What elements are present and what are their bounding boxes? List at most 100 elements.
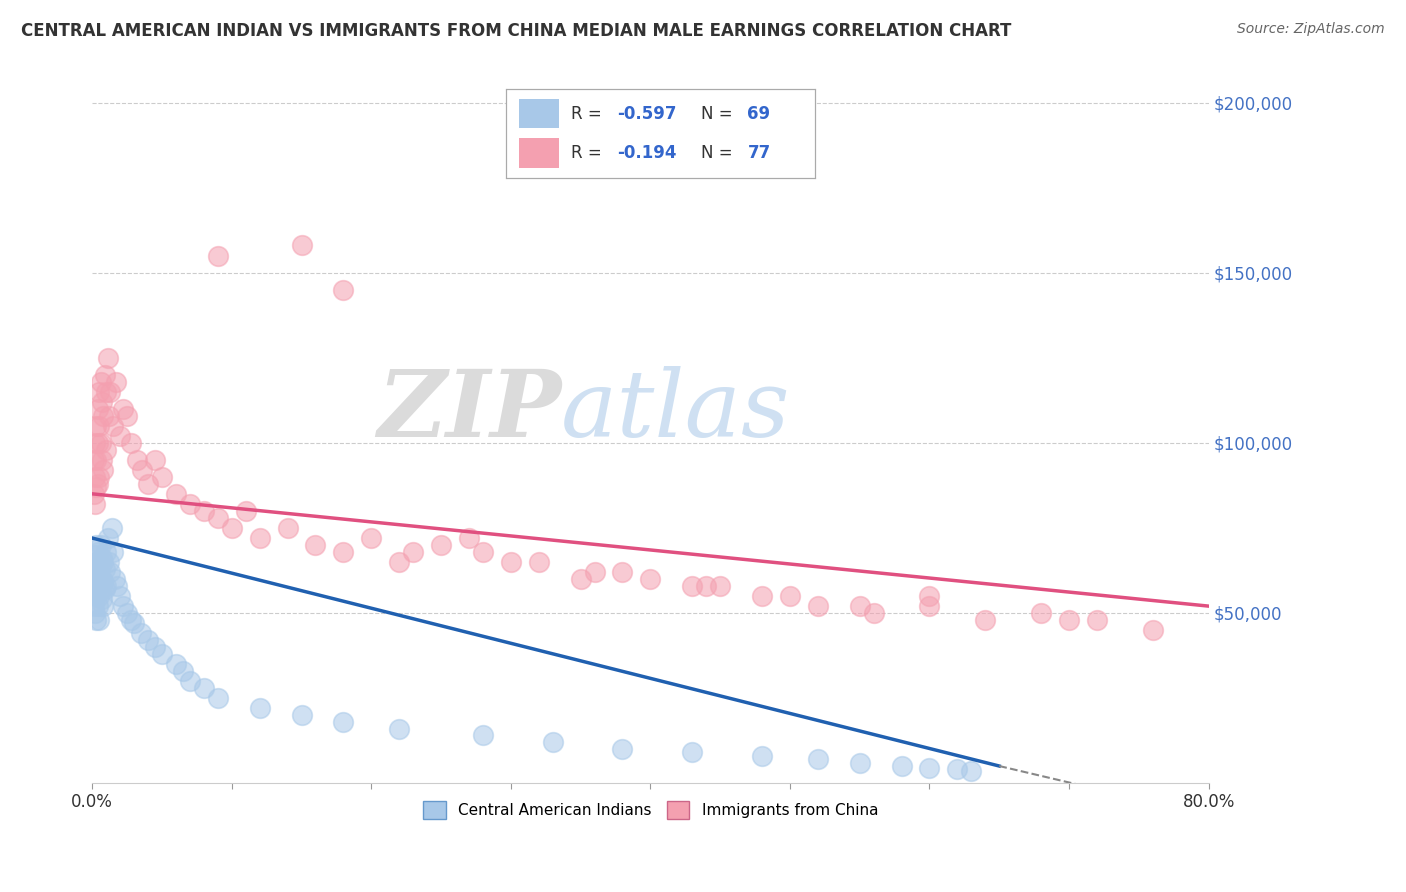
Point	[96, 531, 118, 545]
Point	[304, 538, 326, 552]
Point	[89, 555, 111, 569]
Point	[172, 664, 194, 678]
FancyBboxPatch shape	[519, 138, 558, 168]
Point	[108, 589, 131, 603]
Point	[960, 764, 983, 778]
Point	[150, 470, 173, 484]
Point	[93, 409, 115, 423]
Point	[640, 572, 662, 586]
Point	[360, 531, 382, 545]
Point	[111, 401, 134, 416]
Point	[918, 761, 941, 775]
Point	[471, 544, 494, 558]
Point	[93, 555, 115, 569]
Point	[89, 572, 111, 586]
Point	[84, 582, 107, 596]
Point	[84, 565, 107, 579]
Point	[111, 599, 134, 613]
Point	[93, 599, 115, 613]
Point	[115, 409, 138, 423]
Point	[94, 579, 117, 593]
Point	[890, 759, 912, 773]
Point	[388, 555, 411, 569]
Point	[681, 746, 703, 760]
Point	[93, 368, 115, 382]
Point	[84, 470, 107, 484]
Point	[695, 579, 717, 593]
Point	[143, 640, 166, 654]
Point	[207, 510, 229, 524]
Point	[471, 728, 494, 742]
Text: ZIP: ZIP	[377, 367, 561, 457]
Point	[89, 470, 111, 484]
Point	[83, 487, 105, 501]
Point	[84, 497, 107, 511]
Point	[87, 435, 110, 450]
Point	[94, 384, 117, 399]
Point	[430, 538, 453, 552]
Point	[207, 690, 229, 705]
Point	[105, 579, 128, 593]
Point	[86, 452, 108, 467]
Point	[1057, 613, 1080, 627]
Point	[332, 544, 354, 558]
Point	[98, 565, 121, 579]
Legend: Central American Indians, Immigrants from China: Central American Indians, Immigrants fro…	[416, 795, 884, 825]
Point	[93, 582, 115, 596]
Point	[709, 579, 731, 593]
Point	[97, 409, 120, 423]
Point	[681, 579, 703, 593]
Point	[83, 599, 105, 613]
Point	[83, 579, 105, 593]
Point	[848, 599, 870, 613]
Point	[136, 476, 159, 491]
Point	[848, 756, 870, 770]
Point	[751, 589, 773, 603]
Text: N =: N =	[702, 105, 738, 123]
Point	[499, 555, 522, 569]
Point	[86, 480, 108, 494]
Text: R =: R =	[571, 145, 607, 162]
Point	[104, 375, 127, 389]
Point	[143, 452, 166, 467]
Point	[221, 521, 243, 535]
Point	[86, 555, 108, 569]
Point	[94, 442, 117, 457]
Point	[91, 592, 114, 607]
Point	[108, 429, 131, 443]
Point	[91, 572, 114, 586]
Point	[1142, 623, 1164, 637]
Point	[918, 589, 941, 603]
Point	[807, 752, 830, 766]
Point	[86, 613, 108, 627]
Point	[91, 395, 114, 409]
Point	[179, 673, 201, 688]
Point	[93, 562, 115, 576]
Point	[332, 714, 354, 729]
Point	[87, 544, 110, 558]
Point	[101, 418, 124, 433]
Point	[98, 384, 121, 399]
Point	[612, 565, 634, 579]
Point	[89, 418, 111, 433]
Point	[86, 589, 108, 603]
Point	[235, 504, 257, 518]
Point	[193, 681, 215, 695]
Point	[527, 555, 550, 569]
Point	[290, 708, 312, 723]
Point	[583, 565, 606, 579]
Point	[388, 722, 411, 736]
Point	[87, 401, 110, 416]
Point	[290, 238, 312, 252]
Point	[125, 452, 148, 467]
Point	[84, 606, 107, 620]
FancyBboxPatch shape	[519, 99, 558, 128]
Point	[90, 435, 112, 450]
Point	[612, 742, 634, 756]
Point	[136, 633, 159, 648]
Point	[87, 476, 110, 491]
Point	[83, 565, 105, 579]
Point	[84, 435, 107, 450]
Point	[751, 748, 773, 763]
Text: CENTRAL AMERICAN INDIAN VS IMMIGRANTS FROM CHINA MEDIAN MALE EARNINGS CORRELATIO: CENTRAL AMERICAN INDIAN VS IMMIGRANTS FR…	[21, 22, 1011, 40]
